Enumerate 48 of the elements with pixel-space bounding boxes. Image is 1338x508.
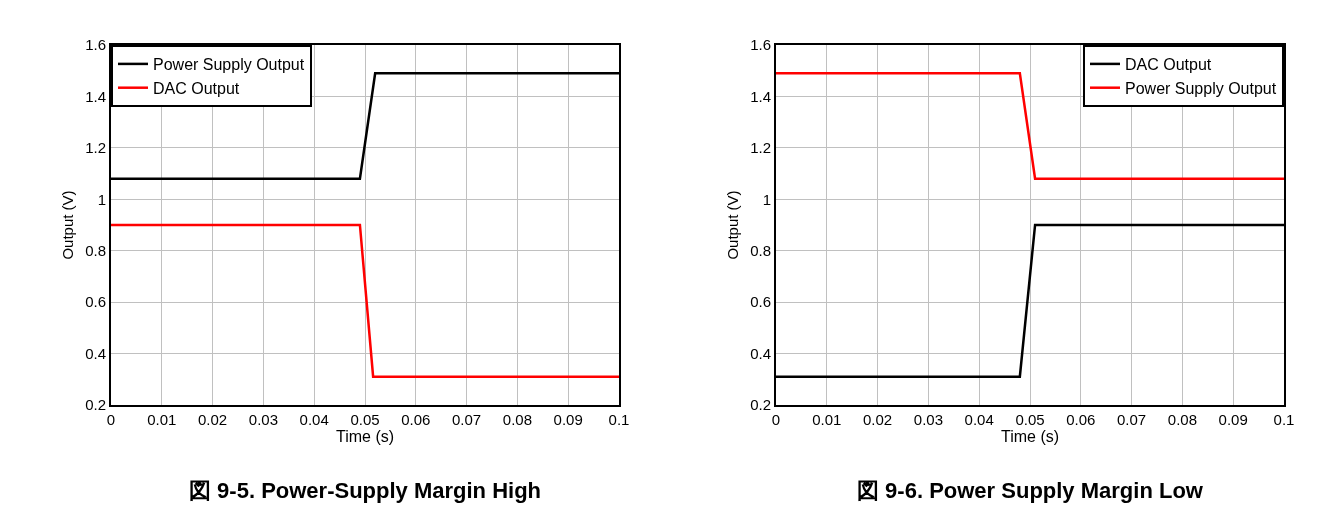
y-tick-label: 1.2 bbox=[750, 139, 771, 157]
x-tick-label: 0.03 bbox=[913, 411, 943, 428]
y-tick-label: 0.4 bbox=[85, 344, 106, 362]
text: 図 9-5. Power-Supply Margin High bbox=[189, 478, 542, 503]
y-axis-title: Output (V) bbox=[723, 190, 741, 260]
y-tick-label: 1 bbox=[97, 190, 106, 208]
x-tick-label: 0 bbox=[106, 411, 116, 428]
y-tick-label: 0.6 bbox=[85, 293, 106, 311]
x-tick-label: 0.1 bbox=[608, 411, 630, 428]
y-tick-label: 0.6 bbox=[750, 293, 771, 311]
y-tick-label: 0.8 bbox=[85, 241, 106, 259]
x-tick-label: 0.05 bbox=[1015, 411, 1045, 428]
x-tick-label: 0.07 bbox=[1117, 411, 1147, 428]
x-tick-label: 0 bbox=[771, 411, 781, 428]
x-tick-label: 0.09 bbox=[1218, 411, 1248, 428]
x-tick-label: 0.04 bbox=[299, 411, 329, 428]
y-tick-label: 1.4 bbox=[750, 87, 771, 105]
y-tick-label: 0.2 bbox=[85, 396, 106, 414]
x-tick-label: 0.09 bbox=[553, 411, 583, 428]
legend-label: DAC Output bbox=[153, 79, 240, 97]
legend-label: Power Supply Output bbox=[1125, 79, 1277, 97]
x-tick-label: 0.02 bbox=[863, 411, 893, 428]
legend-label: Power Supply Output bbox=[153, 56, 305, 74]
y-tick-label: 1.6 bbox=[85, 36, 106, 54]
x-tick-label: 0.1 bbox=[1273, 411, 1295, 428]
x-tick-label: 0.05 bbox=[350, 411, 380, 428]
legend-label: DAC Output bbox=[1125, 56, 1212, 74]
y-tick-label: 1.6 bbox=[750, 36, 771, 54]
y-tick-label: 1.4 bbox=[85, 87, 106, 105]
x-tick-label: 0.01 bbox=[147, 411, 177, 428]
y-tick-label: 0.2 bbox=[750, 396, 771, 414]
x-tick-label: 0.06 bbox=[1066, 411, 1096, 428]
x-tick-label: 0.06 bbox=[401, 411, 431, 428]
y-tick-label: 1 bbox=[762, 190, 771, 208]
x-tick-label: 0.08 bbox=[1167, 411, 1197, 428]
x-tick-label: 0.04 bbox=[964, 411, 994, 428]
x-tick-label: 0.01 bbox=[812, 411, 842, 428]
x-tick-label: 0.03 bbox=[248, 411, 278, 428]
y-axis-title: Output (V) bbox=[58, 190, 76, 260]
x-axis-title: Time (s) bbox=[1000, 428, 1060, 445]
x-axis-title: Time (s) bbox=[335, 428, 395, 445]
x-tick-label: 0.08 bbox=[502, 411, 532, 428]
x-tick-label: 0.07 bbox=[452, 411, 482, 428]
y-tick-label: 0.4 bbox=[750, 344, 771, 362]
text: 図 9-6. Power Supply Margin Low bbox=[857, 478, 1204, 503]
x-tick-label: 0.02 bbox=[198, 411, 228, 428]
y-tick-label: 0.8 bbox=[750, 241, 771, 259]
y-tick-label: 1.2 bbox=[85, 139, 106, 157]
